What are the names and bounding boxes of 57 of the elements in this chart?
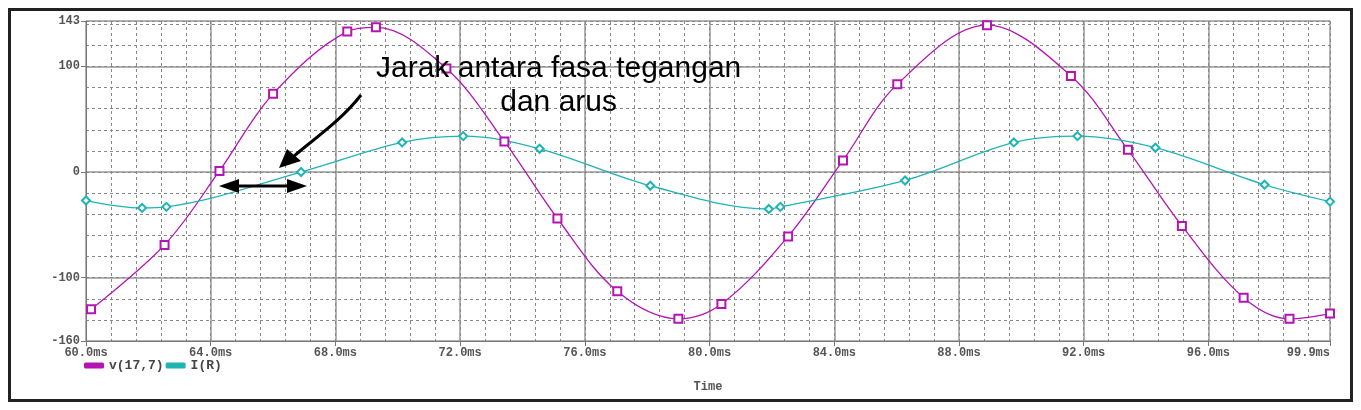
x-tick-label: 99.9ms — [1286, 346, 1330, 360]
point — [1325, 308, 1335, 319]
point — [214, 165, 225, 176]
point — [1122, 144, 1133, 155]
point — [397, 137, 408, 148]
point — [612, 286, 623, 297]
point — [900, 175, 911, 186]
point — [342, 26, 353, 37]
legend-label: v(17,7) — [109, 358, 164, 373]
point — [81, 195, 91, 206]
point — [1150, 142, 1161, 153]
point — [673, 313, 684, 324]
y-tick-label: 143 — [58, 14, 80, 28]
x-tick-label: 84.0ms — [812, 346, 856, 360]
x-tick-label: 76.0ms — [563, 346, 607, 360]
point — [268, 88, 279, 99]
point — [1065, 70, 1076, 81]
y-tick-label: 0 — [72, 165, 80, 180]
x-tick-label: 60.0ms — [64, 346, 108, 360]
x-tick-label: 68.0ms — [313, 346, 358, 360]
point — [1176, 220, 1187, 231]
legend-label: I(R) — [190, 358, 222, 373]
x-tick-label: 88.0ms — [937, 346, 981, 360]
y-tick-label: -100 — [51, 270, 80, 285]
point — [783, 231, 794, 242]
point — [1238, 292, 1249, 303]
x-tick-label: 96.0ms — [1186, 346, 1231, 360]
point — [85, 304, 96, 315]
annotation: Jarak antara fasa tegangan dan arus — [376, 49, 742, 117]
y-tick-label: 100 — [58, 59, 80, 74]
x-tick-label: 64.0ms — [189, 346, 233, 360]
point — [775, 201, 786, 212]
point — [370, 22, 381, 33]
point — [763, 203, 774, 214]
point — [1259, 179, 1270, 190]
point — [1325, 196, 1335, 207]
point — [1284, 313, 1295, 324]
point — [716, 299, 727, 310]
point — [458, 131, 469, 142]
point — [1072, 131, 1083, 142]
x-axis-title: Time — [693, 380, 723, 394]
point — [159, 239, 170, 250]
point — [552, 213, 563, 224]
point — [534, 143, 545, 154]
point — [161, 201, 172, 212]
x-tick-label: 92.0ms — [1062, 346, 1106, 360]
point — [982, 20, 993, 31]
x-tick-label: 80.0ms — [687, 346, 732, 360]
y-tick-label: -160 — [51, 334, 80, 348]
point — [499, 136, 510, 147]
point — [1008, 137, 1019, 148]
point — [137, 202, 148, 213]
point — [892, 79, 903, 90]
x-tick-label: 72.0ms — [438, 346, 482, 360]
point — [296, 167, 307, 178]
point — [838, 155, 848, 166]
point — [645, 180, 656, 191]
